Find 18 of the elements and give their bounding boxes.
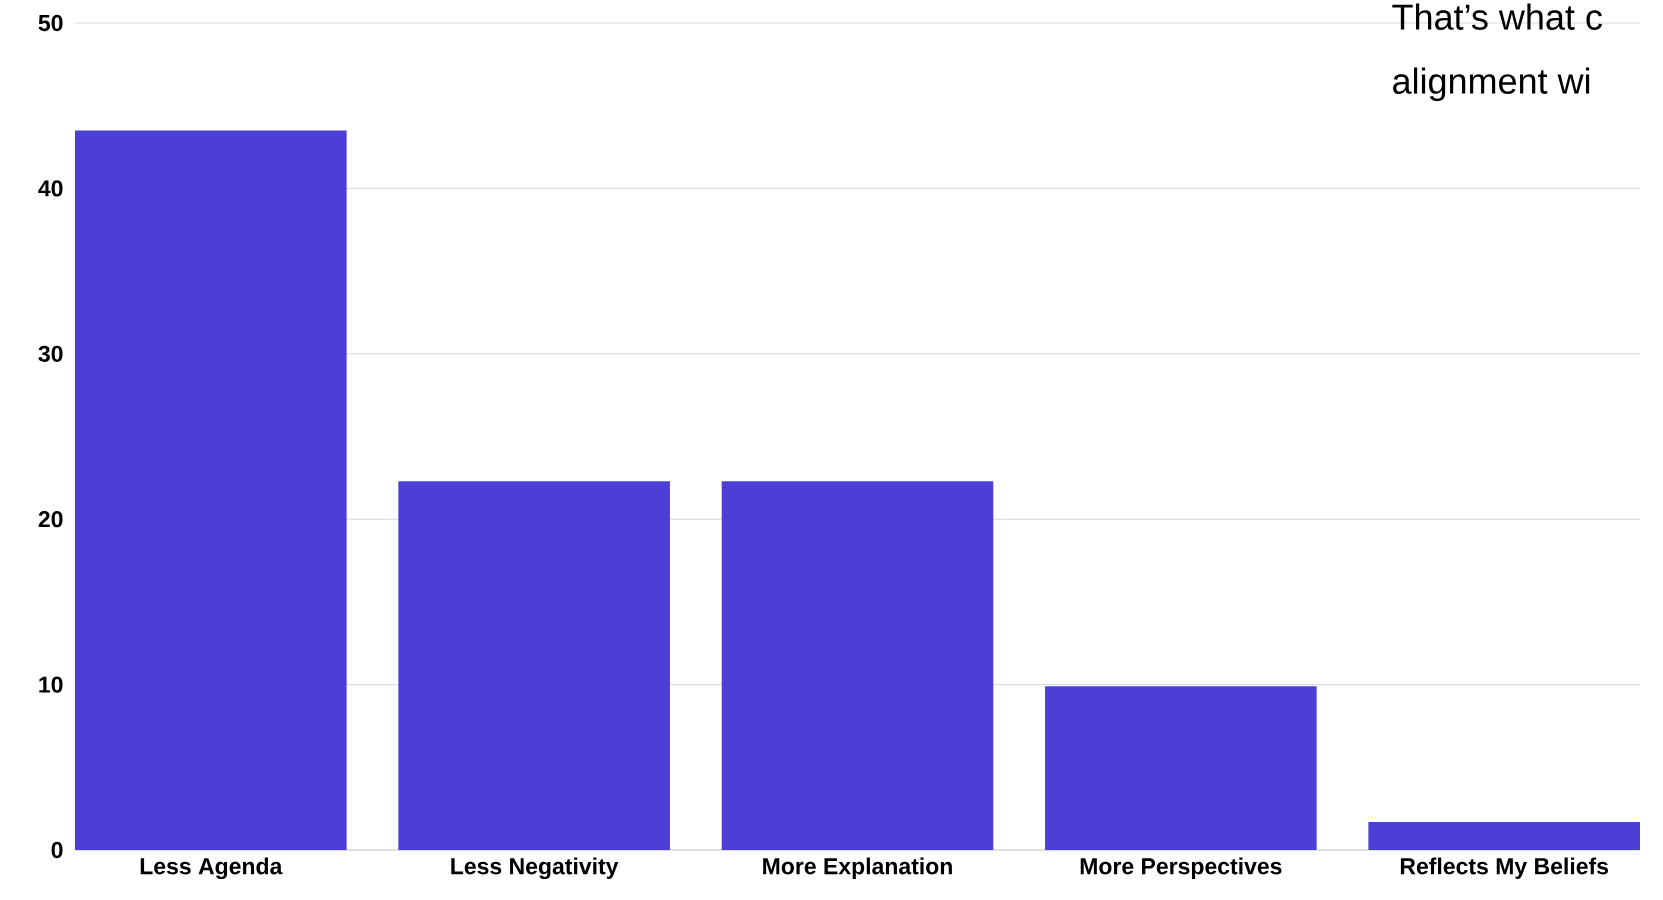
bar xyxy=(398,481,670,850)
y-tick-label: 40 xyxy=(38,180,63,197)
x-tick-label: Less Negativity xyxy=(451,857,619,880)
x-tick-label: More Explanation xyxy=(763,857,952,879)
y-tick-label: 0 xyxy=(51,841,63,859)
annotation: alignment wi xyxy=(1393,67,1590,102)
x-tick-label: More Perspectives xyxy=(1080,857,1282,879)
y-tick-label: 50 xyxy=(38,14,63,32)
x-tick-label: Less Agenda xyxy=(140,857,283,880)
bar xyxy=(1045,686,1317,850)
x-tick-label: Reflects My Beliefs xyxy=(1400,857,1609,879)
y-tick-label: 20 xyxy=(38,511,63,528)
y-tick-label: 10 xyxy=(39,676,63,693)
bar xyxy=(75,130,347,850)
y-tick-label: 30 xyxy=(38,345,63,362)
bar xyxy=(1368,821,1640,850)
bar xyxy=(721,481,994,850)
annotation: That’s what c xyxy=(1392,3,1602,30)
